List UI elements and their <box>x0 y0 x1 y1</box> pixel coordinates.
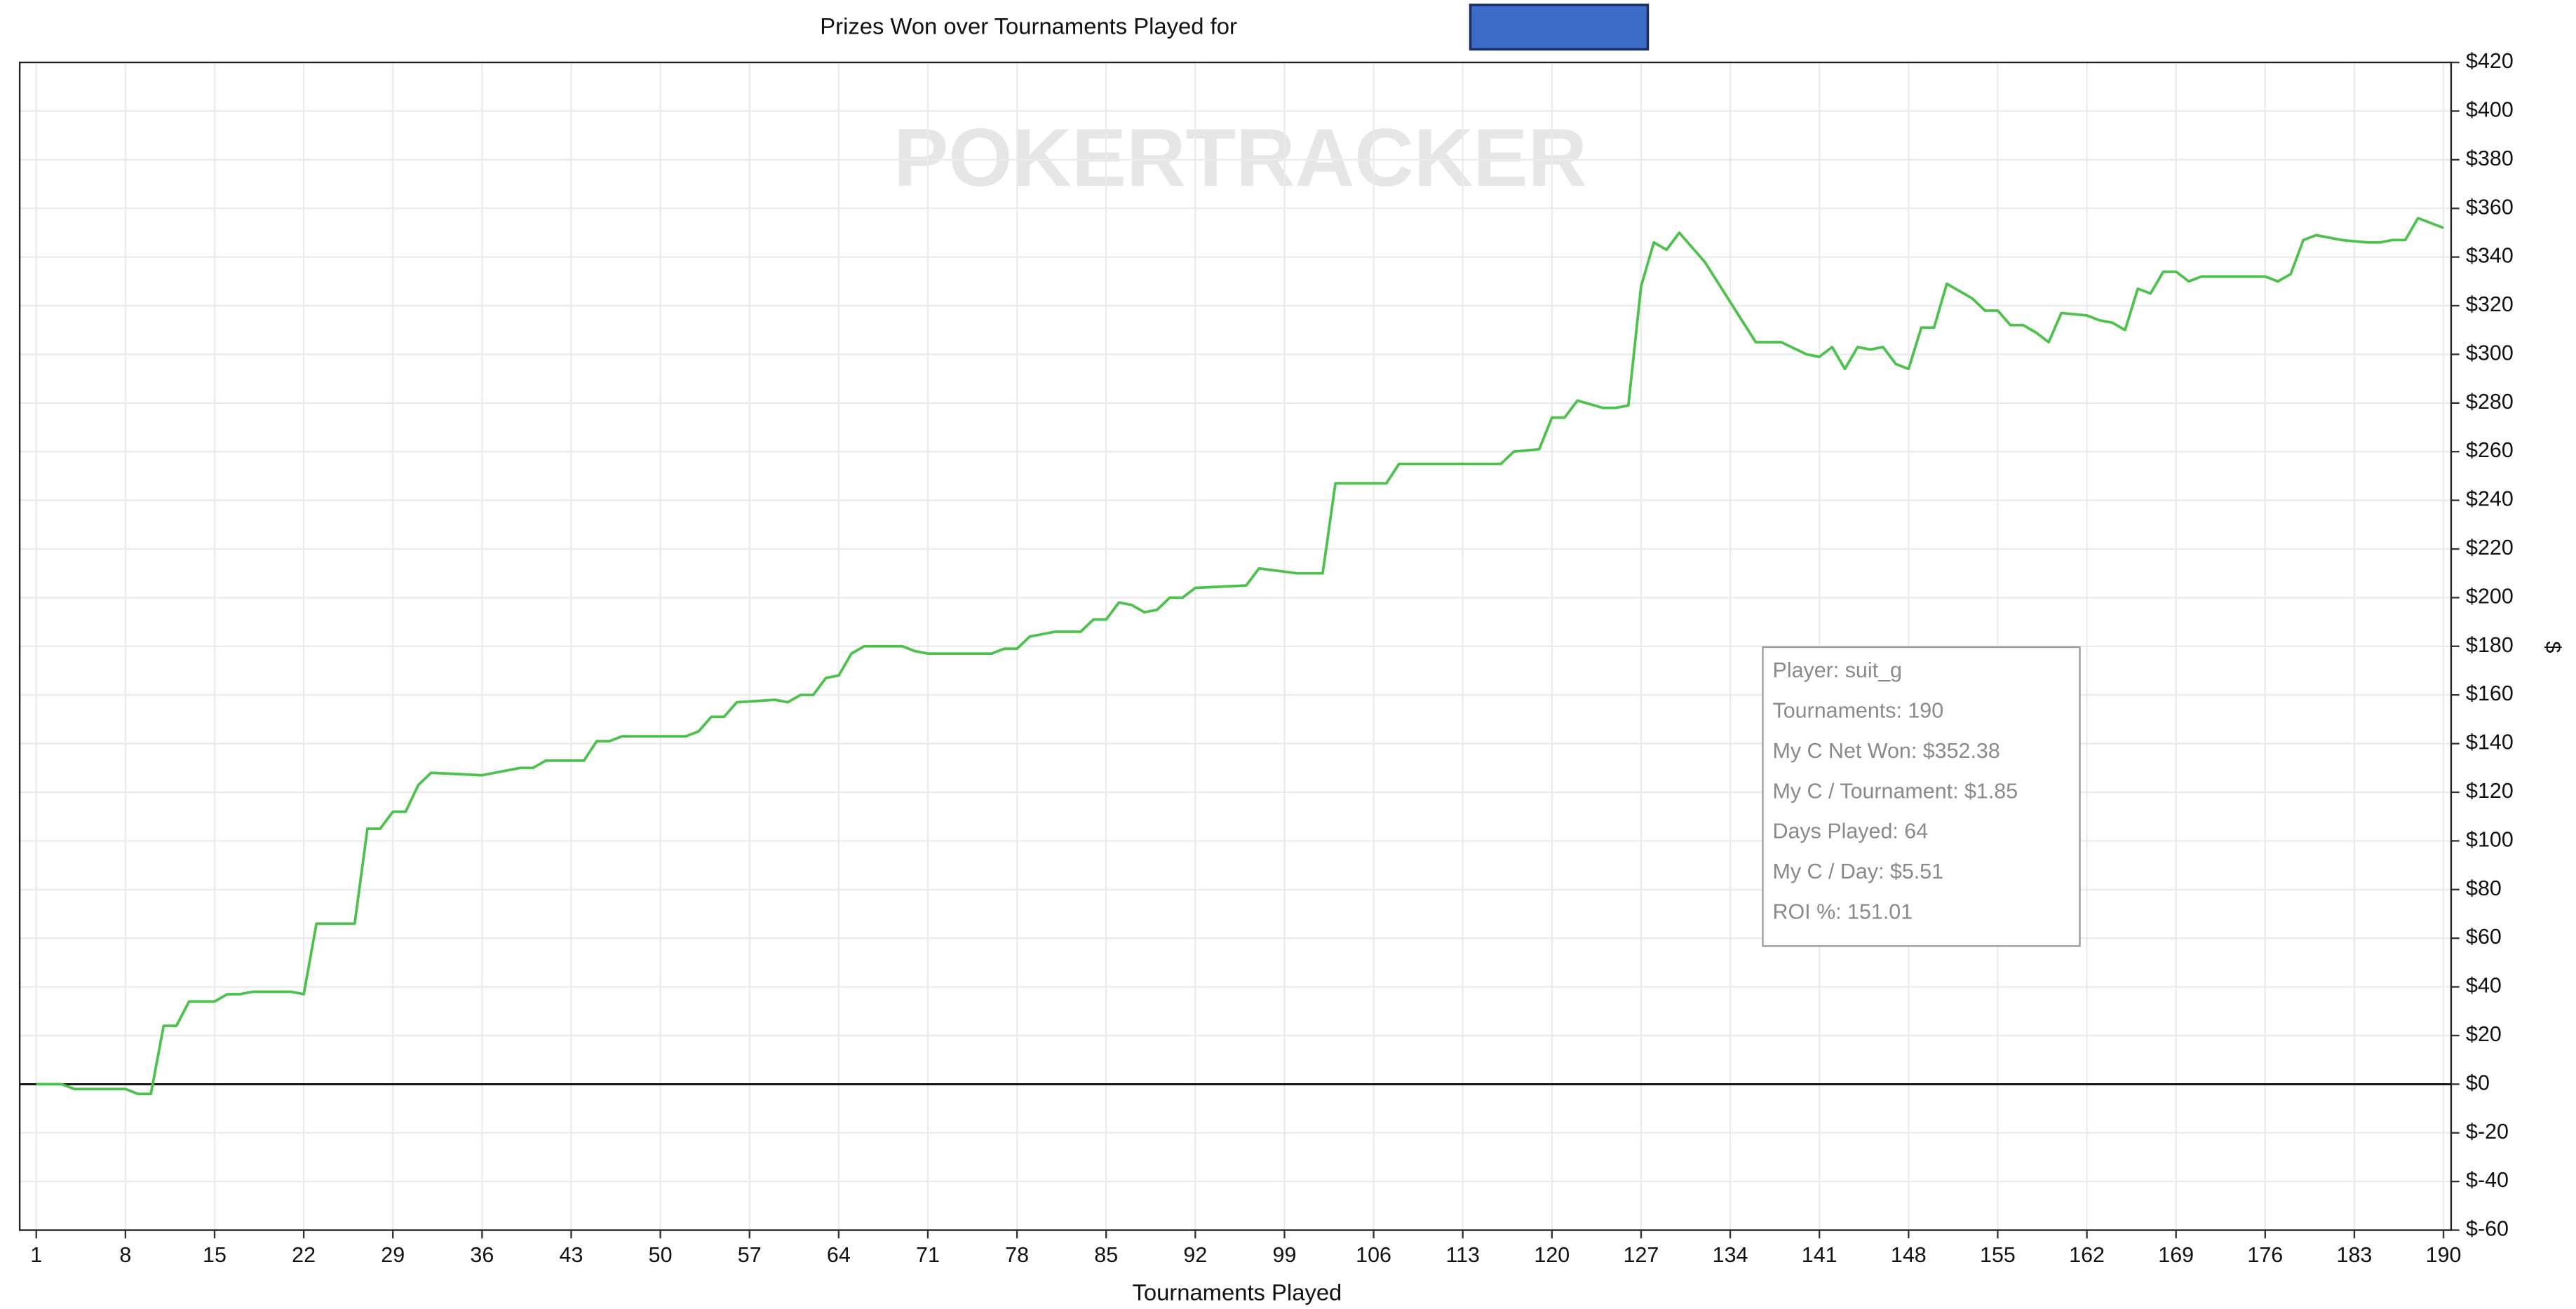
y-tick-label: $20 <box>2466 1022 2502 1046</box>
y-tick-label: $0 <box>2466 1071 2490 1094</box>
tooltip-line: My C Net Won: $352.38 <box>1773 739 2000 763</box>
y-tick-label: $300 <box>2466 341 2514 365</box>
y-tick-label: $400 <box>2466 97 2514 121</box>
y-tick-label: $360 <box>2466 195 2514 219</box>
x-tick-label: 85 <box>1094 1243 1118 1267</box>
y-tick-label: $-20 <box>2466 1120 2509 1144</box>
x-tick-label: 8 <box>119 1243 131 1267</box>
y-tick-label: $120 <box>2466 779 2514 803</box>
x-tick-label: 148 <box>1891 1243 1927 1267</box>
x-tick-label: 15 <box>203 1243 227 1267</box>
y-axis-label: $ <box>2541 641 2565 653</box>
tooltip-line: Days Played: 64 <box>1773 820 1929 843</box>
tooltip-line: My C / Tournament: $1.85 <box>1773 779 2018 803</box>
tooltip-box <box>1762 646 2081 947</box>
tooltip-line: ROI %: 151.01 <box>1773 900 1913 923</box>
y-tick-label: $140 <box>2466 731 2514 754</box>
y-tick-label: $180 <box>2466 633 2514 657</box>
x-tick-label: 71 <box>916 1243 940 1267</box>
x-tick-label: 155 <box>1980 1243 2016 1267</box>
y-tick-label: $200 <box>2466 584 2514 608</box>
x-tick-label: 134 <box>1713 1243 1748 1267</box>
y-tick-label: $-40 <box>2466 1168 2509 1192</box>
x-tick-label: 190 <box>2426 1243 2462 1267</box>
x-tick-label: 113 <box>1445 1243 1480 1267</box>
x-tick-label: 57 <box>738 1243 762 1267</box>
x-tick-label: 141 <box>1802 1243 1837 1267</box>
x-tick-label: 50 <box>649 1243 673 1267</box>
x-tick-label: 36 <box>470 1243 494 1267</box>
x-tick-label: 64 <box>827 1243 851 1267</box>
x-tick-label: 162 <box>2069 1243 2105 1267</box>
watermark: POKERTRACKER <box>893 111 1587 203</box>
plot-frame <box>18 61 2453 1231</box>
y-tick-label: $420 <box>2466 49 2514 73</box>
x-tick-label: 127 <box>1624 1243 1659 1267</box>
tooltip-line: Tournaments: 190 <box>1773 699 1944 723</box>
x-tick-label: 29 <box>381 1243 405 1267</box>
y-tick-label: $340 <box>2466 244 2514 268</box>
y-tick-label: $240 <box>2466 487 2514 511</box>
y-tick-label: $60 <box>2466 925 2502 949</box>
x-tick-label: 120 <box>1534 1243 1570 1267</box>
y-tick-label: $280 <box>2466 390 2514 414</box>
y-tick-label: $100 <box>2466 827 2514 851</box>
tooltip-line: Player: suit_g <box>1773 658 1902 682</box>
x-tick-label: 183 <box>2337 1243 2373 1267</box>
y-tick-label: $220 <box>2466 536 2514 559</box>
y-tick-label: $380 <box>2466 147 2514 170</box>
chart-title: Prizes Won over Tournaments Played for <box>820 13 1237 39</box>
y-tick-label: $80 <box>2466 876 2502 900</box>
x-tick-label: 92 <box>1183 1243 1207 1267</box>
data-line <box>36 217 2444 1096</box>
x-tick-label: 176 <box>2247 1243 2283 1267</box>
x-tick-label: 169 <box>2158 1243 2194 1267</box>
x-tick-label: 106 <box>1356 1243 1391 1267</box>
x-tick-label: 1 <box>30 1243 42 1267</box>
y-tick-label: $260 <box>2466 438 2514 462</box>
x-tick-label: 22 <box>292 1243 316 1267</box>
redacted-name <box>1469 4 1650 51</box>
x-tick-label: 43 <box>560 1243 584 1267</box>
y-tick-label: $160 <box>2466 681 2514 705</box>
x-tick-label: 78 <box>1005 1243 1029 1267</box>
y-tick-label: $320 <box>2466 292 2514 316</box>
x-tick-label: 99 <box>1273 1243 1297 1267</box>
y-tick-label: $40 <box>2466 974 2502 998</box>
y-tick-label: $-60 <box>2466 1217 2509 1241</box>
x-axis-label: Tournaments Played <box>1132 1280 1342 1305</box>
tooltip-line: My C / Day: $5.51 <box>1773 860 1944 883</box>
